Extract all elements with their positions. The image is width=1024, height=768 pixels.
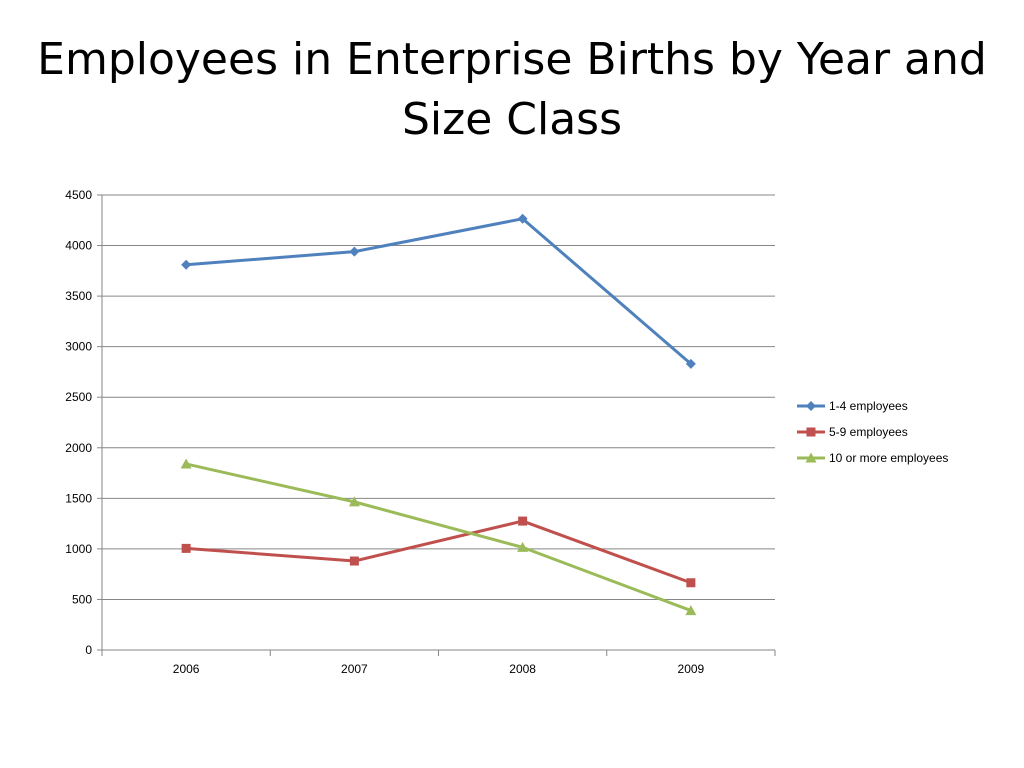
legend: 1-4 employees 5-9 employees 10 or more emp… — [797, 399, 948, 465]
series-line — [186, 217, 692, 365]
series-line — [186, 519, 692, 585]
y-tick-label: 1000 — [65, 542, 92, 556]
y-tick-label: 500 — [72, 592, 92, 606]
data-point — [685, 605, 697, 616]
data-point — [518, 516, 528, 526]
series-1 — [181, 516, 696, 588]
data-point — [181, 259, 192, 270]
x-axis-ticks: 2006 2007 2008 2009 — [101, 650, 776, 676]
series-2 — [180, 458, 697, 616]
y-tick-label: 2000 — [65, 441, 92, 455]
gridlines — [102, 194, 775, 600]
x-tick-label: 2009 — [678, 662, 705, 676]
data-point — [348, 496, 360, 507]
data-point — [517, 541, 529, 552]
series-0 — [181, 213, 696, 369]
legend-label: 5-9 employees — [829, 425, 908, 439]
legend-marker — [806, 427, 816, 437]
legend-item: 10 or more employees — [797, 451, 948, 465]
legend-label: 1-4 employees — [829, 399, 908, 413]
x-tick-label: 2007 — [341, 662, 368, 676]
data-point — [349, 556, 359, 566]
y-tick-label: 2500 — [65, 390, 92, 404]
chart-title: Employees in Enterprise Births by Year a… — [37, 34, 987, 145]
legend-item: 1-4 employees — [797, 399, 908, 413]
series-group — [180, 213, 697, 616]
y-tick-label: 0 — [85, 643, 92, 657]
y-tick-label: 4000 — [65, 239, 92, 253]
data-point — [181, 543, 191, 553]
legend-item: 5-9 employees — [797, 425, 908, 439]
data-point — [685, 358, 696, 369]
y-tick-label: 3000 — [65, 340, 92, 354]
legend-marker — [805, 452, 817, 463]
y-tick-label: 1500 — [65, 491, 92, 505]
data-point — [180, 458, 192, 469]
series-line — [185, 462, 692, 612]
y-axis-ticks: 0 500 1000 1500 2000 2500 3000 3500 4000 4500 — [65, 188, 102, 657]
data-point — [517, 213, 528, 224]
x-tick-label: 2008 — [509, 662, 536, 676]
y-tick-label: 3500 — [65, 289, 92, 303]
data-point — [349, 246, 360, 257]
legend-label: 10 or more employees — [829, 451, 948, 465]
legend-marker — [806, 401, 816, 411]
y-tick-label: 4500 — [65, 188, 92, 202]
x-tick-label: 2006 — [173, 662, 200, 676]
data-point — [686, 578, 696, 588]
